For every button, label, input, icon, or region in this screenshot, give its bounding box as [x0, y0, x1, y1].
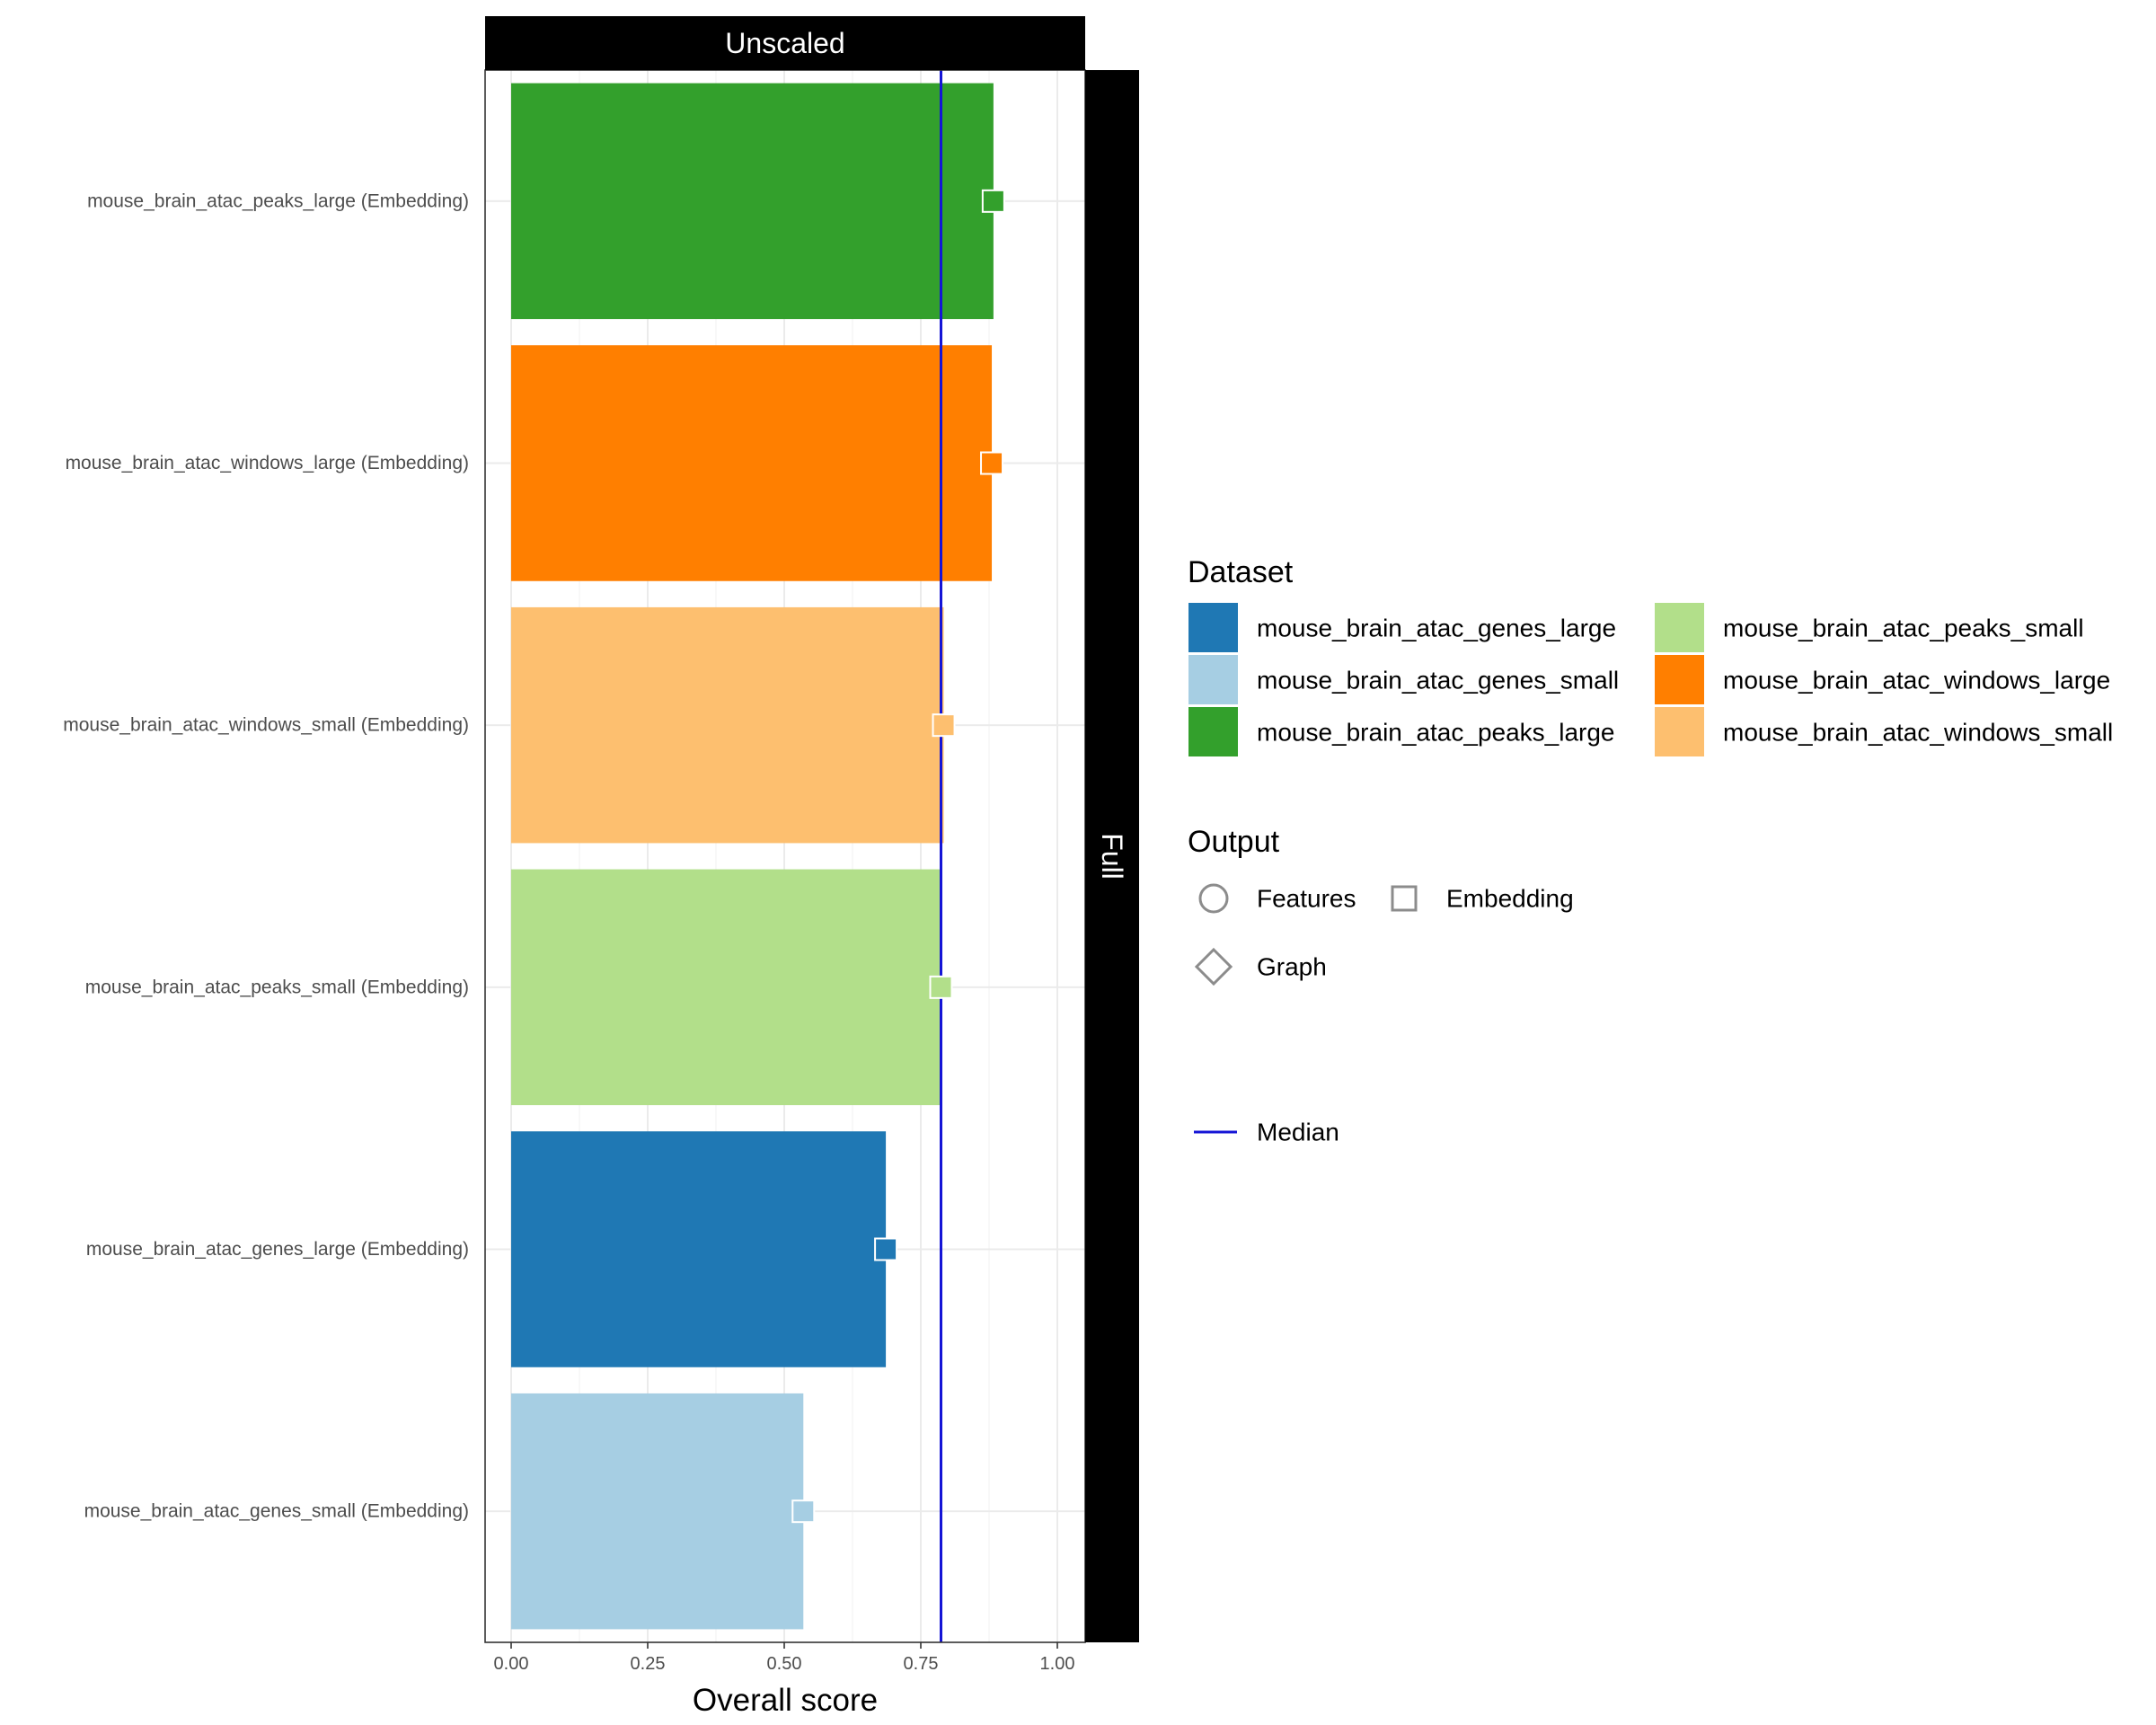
legend-dataset-key	[1188, 707, 1238, 756]
bars	[511, 83, 994, 1630]
legend-dataset-label: mouse_brain_atac_genes_small	[1257, 667, 1619, 694]
legend-output-label: Embedding	[1446, 885, 1574, 913]
legend-dataset-key	[1188, 655, 1238, 704]
legend-dataset-label: mouse_brain_atac_peaks_large	[1257, 719, 1615, 747]
x-tick-label: 1.00	[1040, 1654, 1075, 1674]
y-tick-labels: mouse_brain_atac_peaks_large (Embedding)…	[63, 190, 469, 1521]
x-axis-ticks: 0.00 0.25 0.50 0.75 1.00	[494, 1642, 1075, 1674]
embedding-marker	[874, 1237, 898, 1261]
legend-output-title: Output	[1188, 825, 1280, 859]
bar	[511, 606, 944, 844]
legend-dataset-key	[1188, 603, 1238, 652]
x-axis-title: Overall score	[693, 1683, 878, 1718]
bar	[511, 1131, 887, 1367]
legend-dataset-key	[1655, 603, 1704, 652]
legend-output: Output Features Embedding Graph	[1188, 825, 1574, 986]
y-tick-label: mouse_brain_atac_genes_large (Embedding)	[86, 1239, 469, 1260]
legend-dataset-label: mouse_brain_atac_windows_large	[1723, 667, 2110, 694]
facet-strip-right-label: Full	[1096, 833, 1128, 880]
legend-dataset-label: mouse_brain_atac_genes_large	[1257, 615, 1616, 642]
y-tick-label: mouse_brain_atac_peaks_large (Embedding)	[87, 190, 469, 211]
embedding-marker	[791, 1499, 816, 1524]
legend-dataset-label: mouse_brain_atac_peaks_small	[1723, 615, 2084, 642]
circle-icon	[1198, 883, 1229, 914]
legend-median: Median	[1194, 1119, 1339, 1146]
output-markers	[791, 189, 1005, 1524]
facet-strip-right	[1085, 70, 1139, 1642]
legend-output-label: Features	[1257, 885, 1356, 913]
x-tick-label: 0.75	[904, 1654, 939, 1674]
embedding-marker	[932, 713, 956, 738]
legend-dataset-key	[1655, 707, 1704, 756]
bar	[511, 869, 941, 1106]
legend-dataset-label: mouse_brain_atac_windows_small	[1723, 719, 2113, 747]
facet-strip-top	[485, 16, 1085, 70]
embedding-marker	[980, 451, 1004, 475]
y-tick-label: mouse_brain_atac_genes_small (Embedding)	[84, 1501, 469, 1522]
bar	[511, 345, 993, 581]
x-tick-label: 0.00	[494, 1654, 529, 1674]
legend-median-label: Median	[1257, 1119, 1339, 1146]
legend-dataset-key	[1655, 655, 1704, 704]
embedding-marker	[929, 975, 953, 999]
square-icon	[1391, 885, 1418, 912]
legend-dataset-title: Dataset	[1188, 555, 1294, 589]
bar	[511, 1393, 804, 1630]
y-tick-label: mouse_brain_atac_windows_large (Embeddin…	[66, 453, 469, 473]
embedding-marker	[981, 189, 1005, 213]
diamond-icon	[1194, 947, 1233, 986]
y-tick-label: mouse_brain_atac_windows_small (Embeddin…	[63, 715, 469, 736]
facet-strip-top-label: Unscaled	[725, 27, 844, 59]
x-tick-label: 0.25	[631, 1654, 666, 1674]
y-tick-label: mouse_brain_atac_peaks_small (Embedding)	[85, 977, 469, 997]
bar	[511, 83, 994, 320]
legend-output-label: Graph	[1257, 953, 1327, 981]
legend-dataset: Dataset mouse_brain_atac_genes_largemous…	[1188, 555, 2113, 756]
x-tick-label: 0.50	[767, 1654, 802, 1674]
